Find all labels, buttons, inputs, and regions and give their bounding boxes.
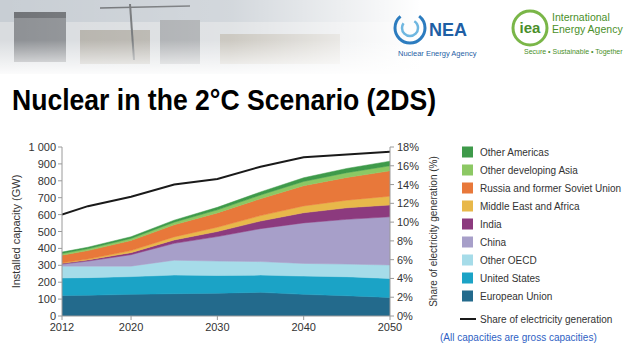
line-series	[62, 152, 390, 215]
legend-swatch	[462, 183, 473, 194]
area-series	[62, 275, 390, 297]
y-tick	[58, 282, 62, 283]
legend-swatch	[462, 147, 473, 158]
nea-acronym: NEA	[429, 20, 467, 40]
y-tick	[58, 147, 62, 148]
y2-tick-label: 4%	[397, 272, 413, 284]
nea-logo: NEA Nuclear Energy Agency	[395, 13, 477, 58]
x-tick-label: 2012	[50, 321, 74, 333]
y-tick	[58, 299, 62, 300]
y2-tick	[390, 278, 394, 279]
x-tick-label: 2050	[378, 321, 402, 333]
y-tick	[58, 316, 62, 317]
header-photo	[0, 0, 420, 74]
x-tick-label: 2040	[291, 321, 315, 333]
y2-tick-label: 16%	[397, 160, 419, 172]
annotation: (All capacities are gross capacities)	[440, 332, 597, 343]
x-tick	[217, 316, 218, 320]
legend-swatch	[462, 165, 473, 176]
nea-swirl	[402, 20, 418, 36]
y-tick-label: 900	[38, 158, 56, 170]
y2-tick-label: 18%	[397, 141, 419, 153]
y2-tick	[390, 203, 394, 204]
legend-label: European Union	[480, 291, 552, 302]
y2-tick-label: 12%	[397, 197, 419, 209]
y-tick	[58, 248, 62, 249]
y2-axis-title: Share of electricity generation (%)	[428, 156, 439, 307]
legend-swatch	[462, 237, 473, 248]
x-tick	[390, 316, 391, 320]
iea-logo: iea InternationalEnergy Agency Secure • Su…	[513, 11, 623, 56]
y-tick	[58, 265, 62, 266]
legend-line	[460, 318, 476, 320]
y2-tick-label: 2%	[397, 291, 413, 303]
y2-tick	[390, 316, 394, 317]
y2-tick	[390, 184, 394, 185]
nea-name: Nuclear Energy Agency	[398, 49, 477, 58]
legend-label: Share of electricity generation	[480, 314, 612, 325]
y-tick	[58, 197, 62, 198]
iea-tagline: Secure • Sustainable • Together	[524, 48, 623, 56]
nea-swirl	[395, 13, 425, 43]
legend-label: Russia and former Soviet Union	[480, 183, 621, 194]
legend-swatch	[462, 291, 473, 302]
y-tick-label: 100	[38, 293, 56, 305]
plot-area	[62, 152, 390, 316]
y2-tick	[390, 222, 394, 223]
area-series	[62, 161, 390, 253]
x-tick-label: 2020	[119, 321, 143, 333]
legend-swatch	[462, 219, 473, 230]
y2-tick	[390, 147, 394, 148]
y2-axis-line	[390, 147, 391, 316]
area-series	[62, 171, 390, 263]
x-tick	[303, 316, 304, 320]
y-tick-label: 700	[38, 192, 56, 204]
iea-name: Energy Agency	[552, 23, 623, 35]
legend-label: Other OECD	[480, 255, 537, 266]
photo-bg	[0, 0, 420, 74]
y-tick-label: 200	[38, 276, 56, 288]
title: Nuclear in the 2°C Scenario (2DS)	[12, 83, 436, 116]
y-tick	[58, 163, 62, 164]
y2-tick-label: 8%	[397, 235, 413, 247]
y2-tick	[390, 165, 394, 166]
y-tick-label: 800	[38, 175, 56, 187]
y-tick	[58, 214, 62, 215]
area-series	[62, 292, 390, 316]
legend-label: Middle East and Africa	[480, 201, 580, 212]
x-tick-label: 2030	[205, 321, 229, 333]
y2-tick	[390, 259, 394, 260]
y2-tick	[390, 240, 394, 241]
y-tick-label: 600	[38, 209, 56, 221]
legend-label: China	[480, 237, 507, 248]
y-axis-title: Installed capacity (GW)	[10, 175, 22, 289]
y-tick-label: 500	[38, 226, 56, 238]
iea-name: International	[552, 11, 610, 23]
y2-tick-label: 14%	[397, 179, 419, 191]
y-tick-label: 400	[38, 242, 56, 254]
photo-fade	[0, 0, 420, 74]
y-tick-label: 300	[38, 259, 56, 271]
y2-tick-label: 10%	[397, 216, 419, 228]
x-axis-line	[62, 316, 390, 317]
legend-label: India	[480, 219, 502, 230]
y2-tick	[390, 297, 394, 298]
legend: Other Americas Other developing Asia Russi…	[460, 147, 621, 325]
y-tick	[58, 180, 62, 181]
iea-ring	[513, 11, 547, 45]
legend-label: Other Americas	[480, 147, 549, 158]
legend-label: Other developing Asia	[480, 165, 578, 176]
iea-acronym: iea	[520, 19, 542, 36]
chart-root: NEA Nuclear Energy Agency iea International…	[0, 0, 638, 351]
y-tick-label: 1 000	[28, 141, 56, 153]
x-tick	[131, 316, 132, 320]
photo-fade	[0, 40, 420, 74]
legend-swatch	[462, 255, 473, 266]
legend-swatch	[462, 201, 473, 212]
y2-tick-label: 6%	[397, 254, 413, 266]
legend-label: United States	[480, 273, 540, 284]
legend-swatch	[462, 273, 473, 284]
y-tick	[58, 231, 62, 232]
x-tick	[62, 316, 63, 320]
